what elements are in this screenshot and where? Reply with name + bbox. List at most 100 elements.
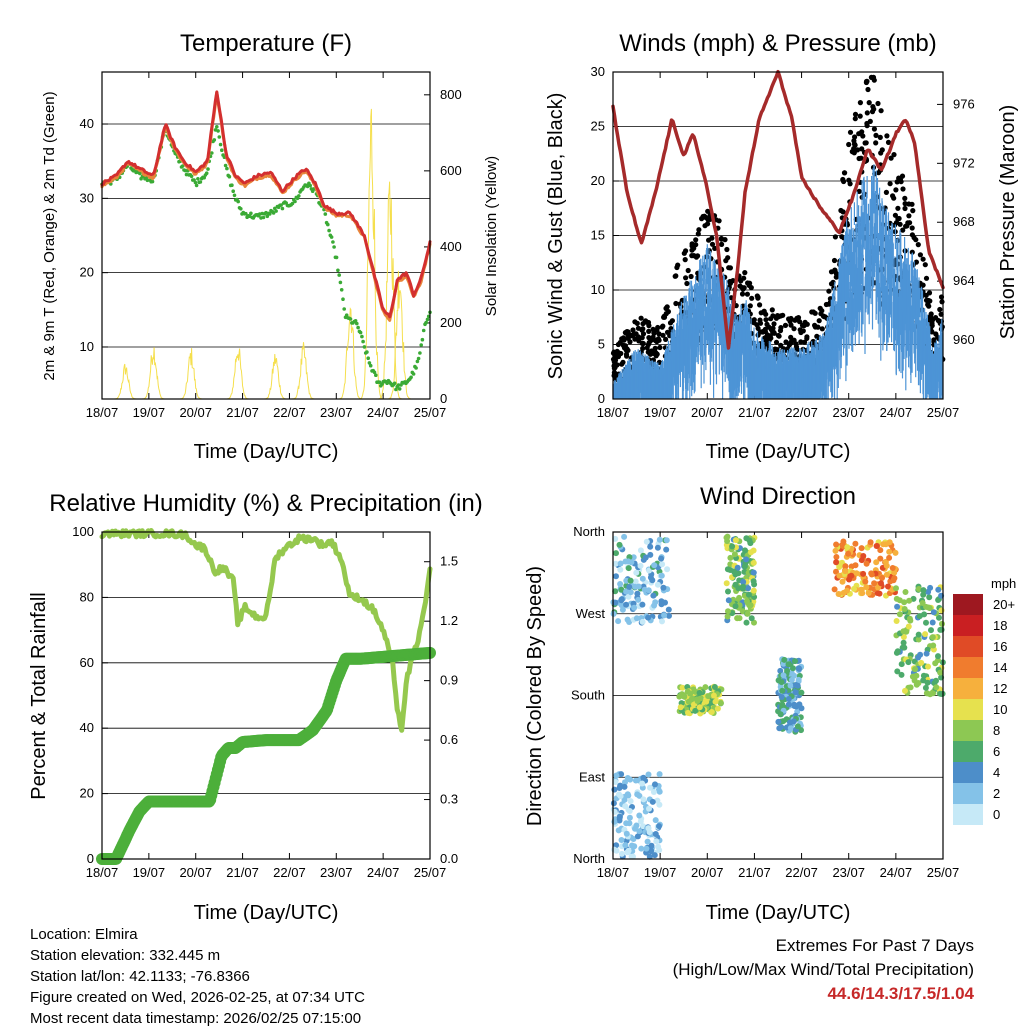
legend-label: 20+ bbox=[993, 597, 1015, 612]
direction-point bbox=[915, 631, 922, 638]
gust-point bbox=[900, 227, 906, 233]
winds-ytick-label: 15 bbox=[591, 228, 605, 243]
direction-point bbox=[750, 559, 757, 566]
gust-point bbox=[877, 134, 883, 140]
solar-insolation-peak bbox=[179, 348, 203, 400]
gust-point bbox=[939, 299, 945, 305]
direction-point bbox=[656, 771, 663, 778]
gust-point bbox=[900, 186, 906, 192]
temperature-ytick-label: 20 bbox=[80, 265, 94, 280]
dewpoint-point bbox=[225, 166, 229, 171]
gust-point bbox=[902, 201, 908, 207]
gust-point bbox=[712, 245, 718, 251]
direction-point bbox=[645, 614, 652, 621]
direction-point bbox=[618, 771, 625, 778]
dewpoint-point bbox=[353, 319, 358, 323]
gust-point bbox=[645, 319, 652, 326]
humidity-xtick-label: 24/07 bbox=[367, 865, 400, 880]
gust-point bbox=[925, 297, 932, 304]
winds-ytick-right-label: 960 bbox=[953, 332, 975, 347]
direction-point bbox=[725, 597, 732, 604]
direction-point bbox=[652, 817, 659, 824]
direction-point bbox=[920, 672, 927, 679]
direction-point bbox=[920, 591, 927, 598]
winds-xtick-label: 25/07 bbox=[927, 405, 960, 420]
temperature-ytick-right-label: 400 bbox=[440, 239, 462, 254]
direction-point bbox=[623, 588, 630, 595]
dewpoint-point bbox=[360, 334, 364, 339]
direction-point bbox=[652, 831, 659, 837]
direction-point bbox=[886, 554, 893, 561]
direction-point bbox=[735, 585, 742, 592]
dewpoint-point bbox=[415, 359, 420, 364]
gust-point bbox=[773, 339, 780, 345]
direction-point bbox=[896, 611, 903, 618]
direction-point bbox=[862, 578, 869, 585]
gust-point bbox=[878, 108, 884, 114]
direction-point bbox=[793, 682, 799, 688]
direction-point bbox=[681, 693, 688, 700]
dewpoint-point bbox=[196, 177, 200, 181]
direction-point bbox=[901, 606, 908, 612]
solar-insolation-peak bbox=[387, 270, 412, 400]
gust-point bbox=[871, 77, 877, 83]
direction-point bbox=[677, 704, 684, 711]
dewpoint-point bbox=[372, 370, 377, 375]
dewpoint-point bbox=[274, 209, 278, 213]
direction-xtick-label: 21/07 bbox=[738, 865, 771, 880]
legend-label: 4 bbox=[993, 765, 1000, 780]
gust-point bbox=[910, 208, 916, 214]
dewpoint-point bbox=[348, 317, 353, 321]
gust-point bbox=[817, 305, 823, 311]
direction-point bbox=[928, 627, 934, 634]
direction-point bbox=[643, 845, 650, 852]
direction-point bbox=[918, 659, 925, 666]
direction-point bbox=[647, 784, 653, 791]
dewpoint-point bbox=[215, 125, 219, 129]
direction-point bbox=[740, 579, 747, 585]
direction-point bbox=[639, 780, 646, 787]
dewpoint-point bbox=[227, 174, 232, 179]
direction-point bbox=[626, 584, 633, 590]
gust-point bbox=[664, 304, 670, 310]
dewpoint-point bbox=[411, 372, 416, 376]
direction-point bbox=[919, 600, 926, 606]
direction-point bbox=[660, 584, 667, 591]
dewpoint-point bbox=[202, 175, 206, 180]
gust-point bbox=[737, 283, 743, 289]
direction-point bbox=[611, 818, 618, 825]
winds-plot-frame bbox=[612, 71, 944, 400]
direction-point bbox=[852, 540, 859, 547]
humidity-xtick-label: 23/07 bbox=[320, 865, 353, 880]
direction-point bbox=[873, 543, 880, 549]
direction-point bbox=[900, 634, 907, 640]
direction-point bbox=[615, 827, 622, 834]
direction-point bbox=[875, 584, 882, 591]
direction-series bbox=[610, 533, 946, 860]
direction-point bbox=[617, 560, 624, 567]
gust-point bbox=[823, 301, 830, 308]
direction-point bbox=[656, 823, 662, 830]
direction-point bbox=[860, 553, 867, 559]
direction-point bbox=[612, 779, 619, 785]
gust-point bbox=[787, 318, 793, 324]
direction-point bbox=[645, 771, 652, 778]
dewpoint-point bbox=[290, 201, 295, 206]
gust-point bbox=[857, 100, 864, 106]
gust-point bbox=[771, 329, 777, 336]
direction-point bbox=[885, 583, 891, 590]
humidity-ytick-right-label: 1.5 bbox=[440, 554, 458, 569]
direction-point bbox=[778, 679, 785, 686]
legend-swatch bbox=[953, 657, 983, 678]
gust-point bbox=[923, 292, 929, 298]
dewpoint-point bbox=[329, 235, 334, 239]
solar-insolation-peak bbox=[291, 342, 316, 400]
direction-point bbox=[898, 661, 905, 668]
direction-point bbox=[798, 689, 805, 696]
gust-point bbox=[895, 205, 901, 211]
gust-point bbox=[893, 187, 899, 193]
gust-point bbox=[629, 333, 635, 339]
humidity-ytick-right-label: 1.2 bbox=[440, 613, 458, 628]
dewpoint-point bbox=[418, 351, 422, 355]
direction-point bbox=[627, 577, 634, 584]
